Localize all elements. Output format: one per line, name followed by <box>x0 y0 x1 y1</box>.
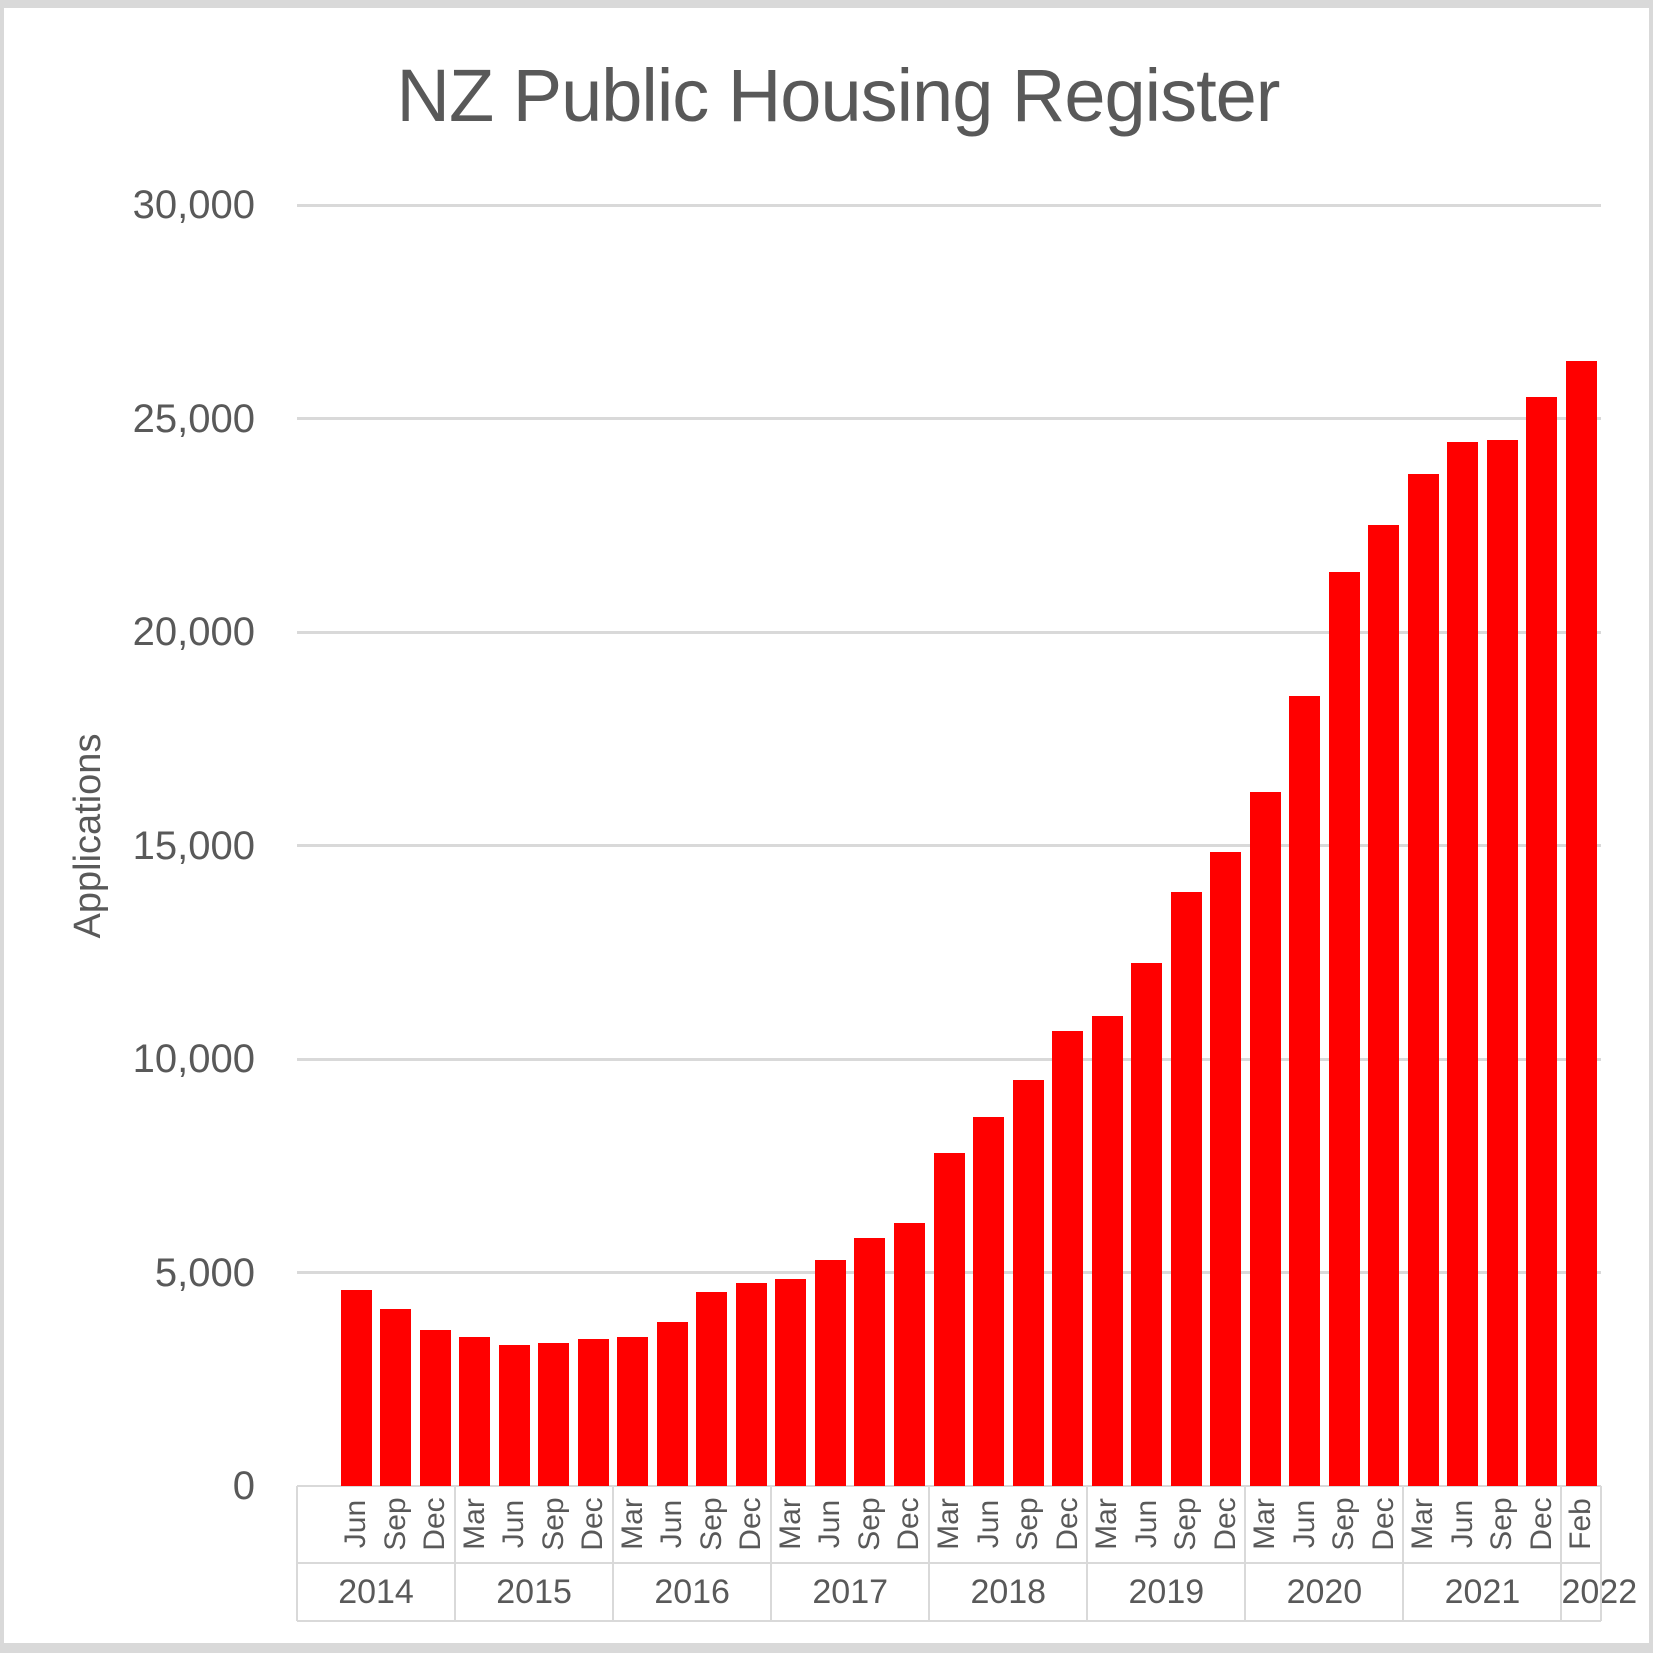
y-tick-label: 0 <box>232 1464 255 1508</box>
x-axis-month-label: Feb <box>1564 1498 1598 1550</box>
x-axis-year-label: 2014 <box>338 1573 414 1611</box>
x-axis-year-label: 2022 <box>1561 1570 1637 1614</box>
y-tick-label: 15,000 <box>132 823 255 868</box>
bar-mar-2015 <box>459 1336 491 1486</box>
x-axis-year-divider <box>454 1486 457 1621</box>
x-axis-month-label: Dec <box>418 1497 452 1551</box>
bar-sep-2016 <box>696 1291 728 1486</box>
gridline-20000 <box>297 630 1601 634</box>
x-axis-year-divider <box>1086 1486 1089 1621</box>
x-axis-month-label: Mar <box>457 1498 491 1550</box>
x-axis-month-label: Dec <box>734 1497 768 1551</box>
bar-dec-2017 <box>893 1223 925 1486</box>
x-axis-month-label: Mar <box>773 1498 807 1550</box>
bar-sep-2015 <box>538 1342 570 1486</box>
x-axis-year-label: 2018 <box>970 1573 1047 1611</box>
bar-dec-2021 <box>1526 397 1558 1486</box>
bar-jun-2015 <box>498 1345 530 1486</box>
x-axis-month-label: Sep <box>1011 1497 1045 1551</box>
x-axis-month-label: Sep <box>1485 1497 1519 1551</box>
x-axis-year-label: 2020 <box>1286 1573 1363 1611</box>
y-tick-label: 5,000 <box>154 1250 255 1295</box>
bar-sep-2021 <box>1486 439 1518 1486</box>
bar-dec-2016 <box>735 1283 767 1486</box>
x-axis-year-label: 2016 <box>654 1573 730 1611</box>
x-axis-year-divider <box>1560 1486 1563 1621</box>
gridline-10000 <box>297 1057 1601 1061</box>
bar-jun-2019 <box>1131 962 1163 1486</box>
bar-jun-2018 <box>973 1116 1004 1486</box>
x-axis-month-label: Sep <box>536 1497 570 1551</box>
x-axis-month-label: Jun <box>497 1499 531 1549</box>
x-axis-month-label: Sep <box>1169 1497 1203 1551</box>
bar-mar-2017 <box>775 1278 807 1486</box>
gridline-25000 <box>297 417 1601 420</box>
bar-dec-2019 <box>1210 851 1242 1486</box>
x-axis-year-label: 2015 <box>496 1573 572 1611</box>
x-axis-box-line <box>297 1620 1601 1622</box>
x-axis-month-label: Dec <box>892 1497 926 1551</box>
x-axis-year-divider <box>1402 1486 1405 1621</box>
x-axis-year-divider <box>1244 1486 1247 1621</box>
x-axis-month-label: Sep <box>694 1497 728 1551</box>
x-axis-year-divider <box>770 1486 773 1621</box>
bar-jun-2020 <box>1289 696 1321 1486</box>
bar-sep-2017 <box>854 1238 886 1486</box>
chart-title: NZ Public Housing Register <box>396 54 1281 137</box>
x-axis-year-divider <box>612 1486 615 1621</box>
y-tick-label: 30,000 <box>132 183 255 227</box>
bar-feb-2022 <box>1565 360 1597 1486</box>
x-axis-month-label: Mar <box>1248 1498 1282 1550</box>
bar-jun-2021 <box>1447 441 1479 1486</box>
y-tick-label: 25,000 <box>132 396 255 441</box>
bar-dec-2015 <box>577 1338 609 1486</box>
x-axis-month-label: Sep <box>1327 1497 1361 1551</box>
bar-dec-2014 <box>419 1330 451 1486</box>
bar-sep-2019 <box>1170 892 1202 1486</box>
bar-dec-2020 <box>1368 525 1400 1486</box>
x-axis-month-label: Dec <box>1208 1497 1242 1551</box>
gridline-15000 <box>297 844 1601 847</box>
x-axis-month-label: Mar <box>1090 1498 1124 1550</box>
bar-mar-2016 <box>617 1336 649 1486</box>
y-tick-label: 10,000 <box>132 1037 255 1081</box>
x-axis-month-label: Jun <box>971 1499 1005 1549</box>
x-axis-month-label: Jun <box>655 1499 689 1549</box>
bar-mar-2019 <box>1091 1016 1123 1486</box>
bar-mar-2020 <box>1249 792 1281 1486</box>
bar-jun-2017 <box>814 1259 846 1486</box>
x-axis-year-divider <box>296 1486 298 1621</box>
x-axis-month-label: Sep <box>852 1497 886 1551</box>
bar-jun-2014 <box>340 1289 372 1486</box>
gridline-30000 <box>297 203 1601 207</box>
bar-sep-2014 <box>380 1308 412 1486</box>
bar-mar-2018 <box>933 1152 965 1486</box>
x-axis-year-label: 2019 <box>1128 1573 1205 1611</box>
x-axis-year-label: 2021 <box>1444 1573 1521 1611</box>
x-axis-month-label: Sep <box>378 1497 412 1551</box>
x-axis-month-label: Dec <box>1050 1497 1084 1551</box>
x-axis-month-label: Dec <box>576 1497 610 1551</box>
bar-dec-2018 <box>1052 1031 1084 1486</box>
x-axis-year-divider <box>928 1486 931 1621</box>
x-axis-month-label: Jun <box>1129 1499 1163 1549</box>
bar-sep-2018 <box>1012 1080 1044 1486</box>
x-axis-month-label: Jun <box>813 1499 847 1549</box>
x-axis-year-label: 2017 <box>812 1573 889 1611</box>
bar-mar-2021 <box>1407 474 1439 1486</box>
x-axis-month-label: Dec <box>1366 1497 1400 1551</box>
y-tick-label: 20,000 <box>132 610 255 654</box>
x-axis-month-label: Mar <box>932 1498 965 1550</box>
x-axis-month-label: Mar <box>615 1498 649 1550</box>
x-axis-box-line <box>297 1485 1601 1487</box>
x-axis-month-label: Jun <box>1445 1499 1479 1549</box>
x-axis-year-divider <box>1600 1486 1602 1621</box>
bar-sep-2020 <box>1328 572 1360 1486</box>
x-axis-month-label: Jun <box>339 1499 373 1549</box>
bar-jun-2016 <box>656 1321 688 1486</box>
x-axis-month-label: Dec <box>1524 1497 1558 1551</box>
x-axis-box-line <box>297 1562 1601 1564</box>
x-axis-month-label: Jun <box>1287 1499 1321 1549</box>
x-axis-month-label: Mar <box>1406 1498 1440 1550</box>
